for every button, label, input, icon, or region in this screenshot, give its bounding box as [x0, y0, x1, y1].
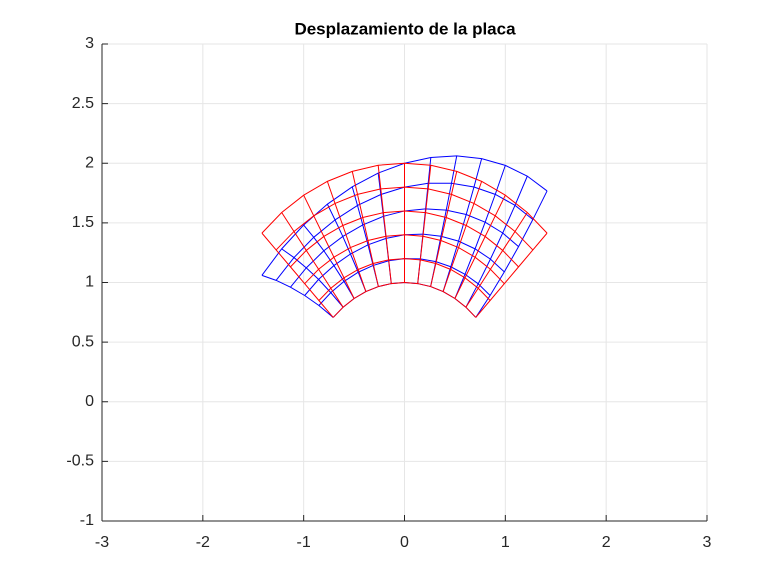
x-tick-label: -1 [297, 534, 311, 551]
mesh-line [430, 171, 458, 287]
mesh-line [281, 248, 344, 308]
mesh-line [281, 212, 344, 308]
mesh-line [442, 158, 483, 292]
mesh-line [351, 171, 379, 287]
mesh-line [417, 165, 432, 284]
y-tick-label: 2.5 [72, 95, 94, 112]
mesh-line [261, 232, 334, 318]
x-tick-label: 2 [602, 534, 611, 551]
x-tick-label: 1 [501, 534, 510, 551]
y-tick-label: 0 [85, 393, 94, 410]
x-tick-label: 3 [703, 534, 712, 551]
mesh-line [442, 181, 483, 292]
y-tick-label: 3 [85, 35, 94, 52]
mesh-line [465, 212, 528, 308]
mesh-line [303, 224, 355, 299]
mesh-line [303, 194, 355, 299]
mesh-line [454, 165, 506, 299]
y-tick-label: 2 [85, 154, 94, 171]
y-tick-label: -0.5 [66, 453, 94, 470]
y-tick-label: -1 [80, 512, 94, 529]
mesh-line [475, 232, 548, 318]
mesh-line [454, 194, 506, 299]
mesh-line [377, 165, 392, 284]
mesh-line [326, 181, 367, 292]
chart-title: Desplazamiento de la placa [294, 19, 516, 38]
x-tick-label: 0 [400, 534, 409, 551]
y-tick-label: 0.5 [72, 333, 94, 350]
y-tick-label: 1 [85, 274, 94, 291]
mesh-line [261, 274, 334, 318]
y-tick-label: 1.5 [72, 214, 94, 231]
mesh-line [326, 203, 367, 292]
x-tick-label: -2 [196, 534, 210, 551]
x-tick-label: -3 [95, 534, 109, 551]
